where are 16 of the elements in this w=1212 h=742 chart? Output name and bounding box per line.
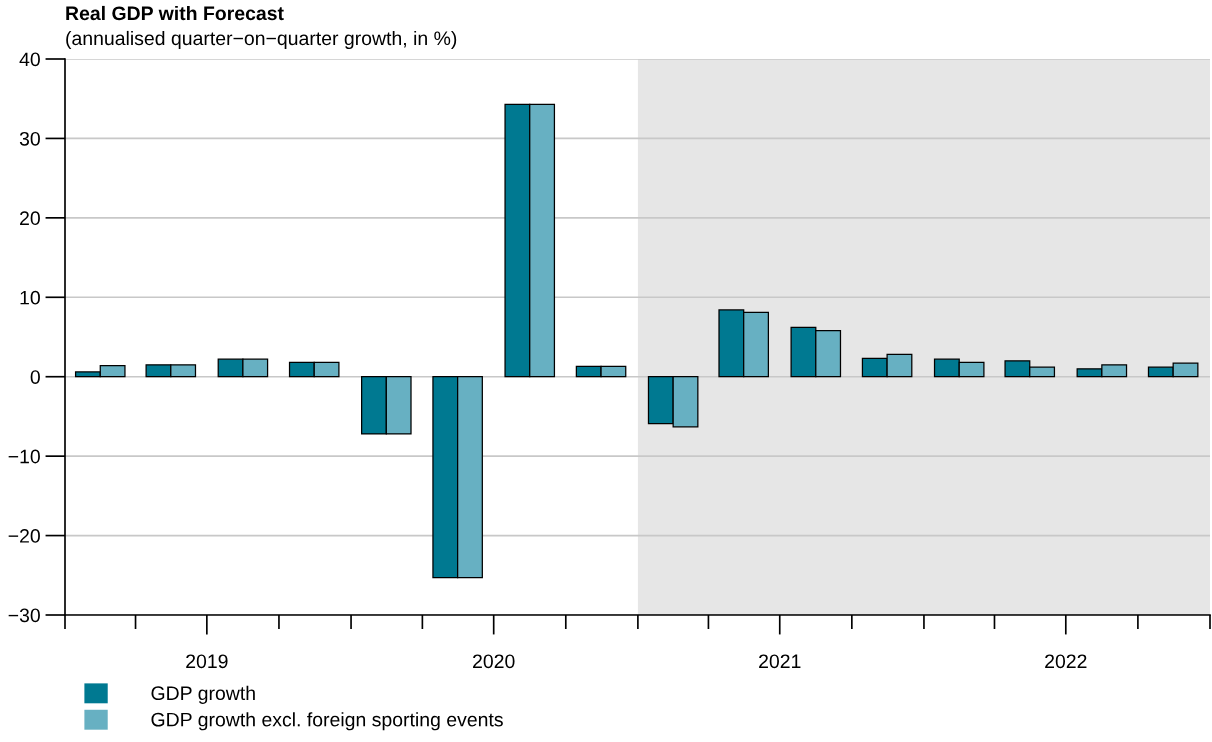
y-tick-label: 0 <box>30 370 40 384</box>
x-tick-label: 2019 <box>186 654 228 669</box>
y-tick-label: 20 <box>20 211 40 226</box>
chart-subtitle: (annualised quarter−on−quarter growth, in %) <box>66 30 457 50</box>
y-tick-label: −20 <box>8 529 40 543</box>
y-tick-label: 40 <box>19 52 40 67</box>
y-tick-label: 30 <box>19 131 40 146</box>
x-tick-label: 2021 <box>759 654 801 669</box>
legend-label: GDP growth <box>151 685 255 704</box>
x-tick-label: 2020 <box>473 654 515 669</box>
y-tick-label: 10 <box>20 290 40 305</box>
chart-title: Real GDP with Forecast <box>66 5 284 21</box>
legend-label: GDP growth excl. foreign sporting events <box>151 712 503 731</box>
x-tick-label: 2022 <box>1045 654 1087 669</box>
y-tick-label: −10 <box>8 449 40 464</box>
y-tick-label: −30 <box>8 608 40 623</box>
